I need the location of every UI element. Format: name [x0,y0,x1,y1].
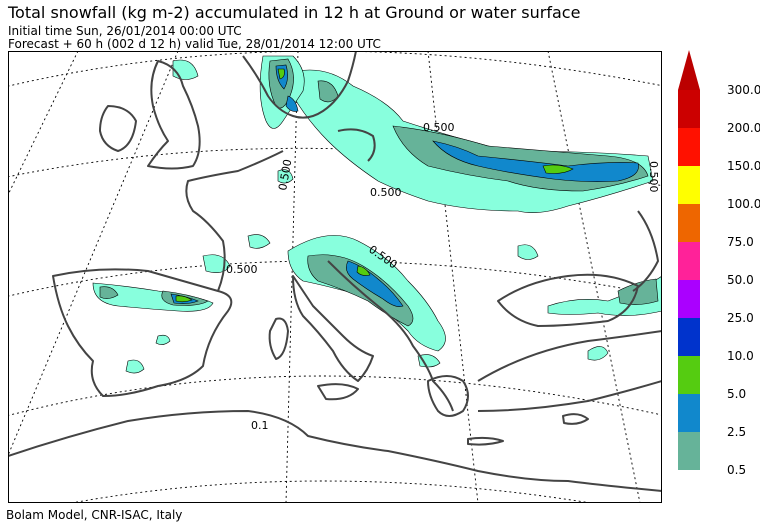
colorbar-swatch [678,394,700,432]
colorbar-label: 300.0 [727,83,760,97]
colorbar-label: 10.0 [727,349,754,363]
colorbar-swatch [678,90,700,128]
colorbar-label: 5.0 [727,387,747,401]
initial-time-line: Initial time Sun, 26/01/2014 00:00 UTC [8,24,242,38]
colorbar-swatch [678,166,700,204]
colorbar-label: 50.0 [727,273,754,287]
colorbar-swatch [678,432,700,470]
colorbar-label: 75.0 [727,235,754,249]
contour-label: 0.500 [647,161,660,193]
map-frame [8,51,662,503]
colorbar-top-arrow [678,50,700,90]
colorbar-label: 0.5 [727,463,747,477]
colorbar-label: 2.5 [727,425,747,439]
colorbar-swatch [678,280,700,318]
contour-label: 0.500 [226,263,258,276]
colorbar-label: 150.0 [727,159,760,173]
colorbar-swatch [678,204,700,242]
snowfall-map: 0.500 0.500 0.500 0.500 0.500 0.1 0.500 [8,51,662,503]
colorbar-swatch [678,128,700,166]
coastlines [8,51,662,492]
contour-label: 0.500 [423,121,455,134]
map-title: Total snowfall (kg m-2) accumulated in 1… [8,3,581,22]
colorbar-label: 25.0 [727,311,754,325]
colorbar [678,50,700,470]
forecast-line: Forecast + 60 h (002 d 12 h) valid Tue, … [8,37,381,51]
colorbar-swatch [678,356,700,394]
model-credit: Bolam Model, CNR-ISAC, Italy [6,508,183,522]
colorbar-swatch [678,318,700,356]
colorbar-swatch [678,242,700,280]
contour-label: 0.500 [370,186,402,199]
contour-label: 0.1 [251,419,269,432]
colorbar-label: 100.0 [727,197,760,211]
colorbar-label: 200.0 [727,121,760,135]
contour-label: 0.500 [276,158,294,191]
